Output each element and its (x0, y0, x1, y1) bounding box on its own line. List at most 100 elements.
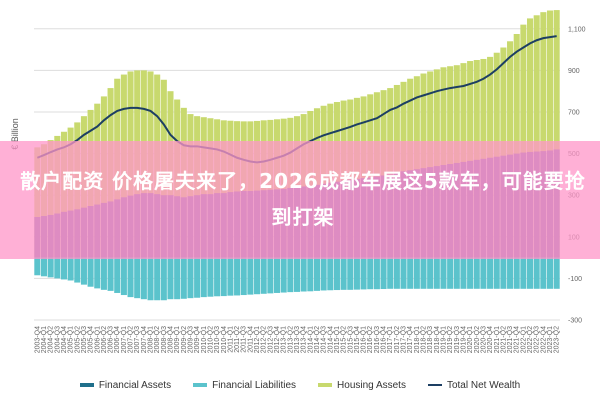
financial-liabilities-bar (313, 257, 321, 291)
x-tick-label: 2022-Q4 (540, 326, 547, 353)
x-tick-label: 2009-Q4 (194, 326, 201, 353)
financial-liabilities-bar (60, 257, 67, 280)
financial-liabilities-bar (387, 257, 394, 289)
x-tick-label: 2005-Q3 (81, 326, 88, 353)
financial-liabilities-bar (120, 257, 127, 296)
legend-swatch (193, 383, 208, 387)
financial-liabilities-bar (114, 257, 121, 293)
x-tick-label: 2015-Q4 (354, 326, 361, 353)
x-tick-label: 2011-Q4 (247, 326, 254, 353)
x-tick-label: 2022-Q1 (520, 326, 527, 353)
financial-liabilities-bar (180, 257, 187, 299)
housing-assets-bar (527, 18, 534, 258)
financial-liabilities-bar (360, 257, 367, 290)
legend-item: Financial Liabilities (193, 380, 296, 391)
financial-liabilities-bar (34, 257, 41, 276)
x-tick-label: 2005-Q2 (74, 326, 81, 353)
x-tick-label: 2022-Q3 (534, 326, 541, 353)
financial-liabilities-bar (413, 257, 420, 289)
financial-liabilities-bar (347, 257, 354, 290)
legend-label: Total Net Wealth (446, 379, 521, 391)
financial-liabilities-bar (433, 257, 440, 289)
x-tick-label: 2019-Q1 (440, 326, 447, 353)
financial-liabilities-bar (340, 257, 347, 290)
financial-liabilities-bar (546, 257, 554, 289)
legend-swatch (79, 383, 94, 387)
x-tick-label: 2012-Q1 (254, 326, 261, 353)
legend-label: Financial Liabilities (212, 379, 297, 391)
x-tick-label: 2008-Q3 (161, 326, 168, 353)
x-tick-label: 2018-Q1 (414, 326, 421, 353)
x-tick-label: 2010-Q4 (221, 326, 228, 353)
x-tick-label: 2013-Q1 (281, 326, 288, 353)
x-tick-label: 2008-Q1 (148, 326, 155, 353)
financial-liabilities-bar (174, 257, 181, 300)
financial-liabilities-bar (160, 257, 167, 301)
x-tick-label: 2018-Q3 (427, 326, 434, 353)
financial-liabilities-bar (200, 257, 207, 298)
financial-liabilities-bar (127, 257, 134, 298)
x-tick-label: 2014-Q3 (321, 326, 328, 353)
financial-liabilities-bar (467, 257, 474, 289)
financial-liabilities-bar (307, 257, 314, 292)
financial-liabilities-bar (280, 257, 287, 293)
legend-item: Financial Assets (79, 379, 172, 391)
x-tick-label: 2005-Q1 (68, 326, 75, 353)
x-tick-label: 2015-Q2 (341, 326, 348, 353)
x-tick-label: 2004-Q4 (61, 326, 68, 353)
y-axis-label: € Billion (10, 118, 20, 150)
legend-label: Financial Assets (98, 379, 172, 391)
financial-liabilities-bar (94, 257, 101, 289)
y-tick-label: -100 (568, 276, 582, 283)
x-tick-label: 2013-Q2 (287, 326, 294, 353)
x-tick-label: 2020-Q3 (480, 326, 487, 353)
financial-liabilities-bar (134, 257, 141, 299)
housing-assets-bar (553, 10, 560, 258)
x-tick-label: 2004-Q2 (48, 326, 55, 353)
x-tick-label: 2019-Q4 (460, 326, 467, 353)
x-tick-label: 2021-Q3 (507, 326, 514, 353)
x-tick-label: 2017-Q4 (407, 326, 414, 353)
financial-liabilities-bar (227, 257, 234, 296)
x-tick-label: 2020-Q4 (487, 326, 494, 353)
financial-liabilities-bar (353, 257, 360, 290)
x-tick-label: 2003-Q4 (34, 326, 41, 353)
x-tick-label: 2013-Q3 (294, 326, 301, 353)
x-tick-label: 2012-Q2 (261, 326, 268, 353)
financial-liabilities-bar (194, 257, 201, 298)
financial-liabilities-bar (493, 257, 500, 289)
x-tick-label: 2010-Q3 (214, 326, 221, 353)
y-tick-label: 1,100 (568, 26, 586, 33)
x-tick-label: 2006-Q2 (101, 326, 108, 353)
x-tick-label: 2015-Q3 (347, 326, 354, 353)
x-tick-label: 2023-Q1 (547, 326, 554, 353)
financial-liabilities-bar (380, 257, 387, 290)
x-tick-label: 2017-Q1 (387, 326, 394, 353)
x-tick-label: 2007-Q1 (121, 326, 128, 353)
housing-assets-bar (546, 10, 554, 258)
housing-assets-bar (540, 12, 547, 258)
financial-liabilities-bar (367, 257, 374, 290)
x-tick-label: 2013-Q4 (301, 326, 308, 353)
axes: -300-1001003005007009001,100€ Billion200… (10, 26, 586, 353)
housing-assets-bar (533, 15, 540, 258)
financial-liabilities-bar (140, 257, 147, 300)
financial-liabilities-bar (167, 257, 174, 300)
financial-liabilities-bar (67, 257, 74, 281)
x-tick-label: 2023-Q2 (554, 326, 561, 353)
financial-liabilities-bar (80, 257, 87, 285)
financial-liabilities-bar (87, 257, 94, 287)
x-tick-label: 2017-Q2 (394, 326, 401, 353)
financial-liabilities-bar (533, 257, 540, 289)
x-tick-label: 2019-Q3 (454, 326, 461, 353)
x-tick-label: 2008-Q2 (154, 326, 161, 353)
x-tick-label: 2007-Q3 (134, 326, 141, 353)
x-tick-label: 2010-Q1 (201, 326, 208, 353)
headline-banner (0, 141, 600, 259)
x-tick-label: 2018-Q2 (421, 326, 428, 353)
x-tick-label: 2006-Q4 (114, 326, 121, 353)
x-tick-label: 2020-Q1 (467, 326, 474, 353)
financial-liabilities-bar (220, 257, 227, 297)
x-tick-label: 2016-Q1 (361, 326, 368, 353)
financial-liabilities-bar (393, 257, 400, 289)
